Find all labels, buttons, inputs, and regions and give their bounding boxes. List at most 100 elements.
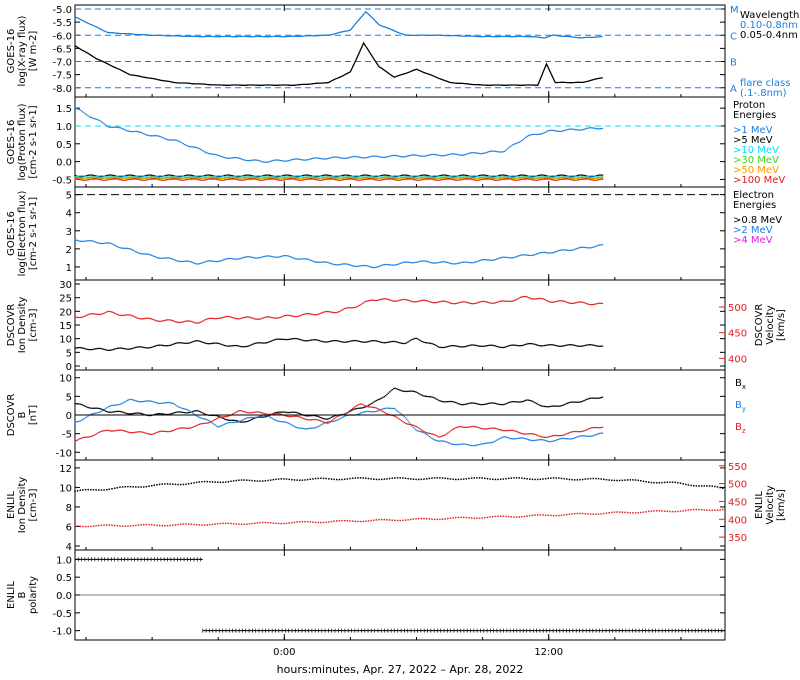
data-point — [566, 176, 568, 178]
data-point — [94, 407, 96, 409]
data-point — [387, 178, 389, 181]
data-point — [474, 179, 477, 181]
data-point — [542, 176, 544, 178]
data-point — [482, 428, 485, 430]
data-point — [100, 179, 103, 181]
data-point — [543, 436, 545, 438]
data-point — [332, 311, 334, 314]
data-point — [378, 177, 380, 179]
data-point — [473, 344, 475, 346]
data-point — [136, 346, 138, 348]
data-point — [223, 344, 226, 347]
data-point — [301, 175, 304, 178]
data-point — [469, 175, 471, 177]
data-point — [108, 405, 111, 407]
data-point — [176, 175, 178, 177]
data-point — [346, 178, 348, 181]
data-point — [251, 256, 253, 258]
data-point — [129, 314, 132, 316]
data-point — [119, 429, 121, 431]
data-point — [336, 175, 338, 177]
data-point — [244, 346, 247, 348]
data-point — [158, 179, 161, 181]
data-point — [82, 179, 84, 181]
data-point — [313, 175, 315, 177]
data-point — [447, 176, 449, 178]
data-point — [394, 340, 396, 343]
data-point — [168, 174, 170, 176]
data-point — [498, 179, 501, 181]
data-point — [576, 175, 579, 178]
data-point — [103, 430, 105, 432]
data-point — [273, 412, 276, 414]
data-point — [213, 342, 215, 344]
data-point — [354, 405, 356, 408]
data-point — [525, 177, 527, 180]
data-point — [86, 416, 88, 418]
data-point — [156, 431, 158, 434]
data-point — [74, 178, 76, 181]
data-point — [154, 345, 157, 347]
data-point — [564, 301, 567, 303]
data-point — [585, 178, 588, 180]
data-point — [539, 297, 542, 300]
data-point — [312, 260, 314, 262]
data-point — [511, 344, 514, 346]
data-point — [338, 310, 341, 313]
data-point — [128, 413, 130, 415]
data-point — [95, 176, 97, 178]
data-point — [131, 347, 133, 350]
data-point — [489, 150, 491, 153]
data-point — [403, 390, 405, 393]
data-point — [562, 437, 564, 440]
data-point — [353, 265, 355, 267]
data-point — [444, 174, 446, 176]
data-point — [188, 409, 190, 412]
data-point — [542, 251, 544, 254]
data-point — [74, 177, 76, 180]
data-point — [102, 348, 104, 350]
data-point — [275, 411, 277, 414]
data-point — [465, 178, 467, 181]
data-point — [172, 139, 174, 141]
data-point — [387, 176, 389, 178]
data-point — [133, 347, 136, 349]
y-tick-label: 1.0 — [56, 122, 72, 133]
data-point — [230, 316, 232, 318]
data-point — [221, 259, 223, 262]
data-point — [236, 177, 239, 179]
data-point — [357, 305, 359, 307]
data-point — [177, 140, 179, 142]
data-point — [346, 157, 348, 159]
data-point — [589, 344, 592, 346]
data-point — [451, 177, 453, 179]
data-point — [283, 315, 285, 317]
data-point — [391, 178, 393, 180]
data-point — [420, 340, 423, 342]
data-point — [259, 160, 261, 162]
data-point — [441, 261, 444, 263]
data-point — [313, 178, 315, 180]
y2-tick-label: 500 — [728, 303, 747, 314]
data-point — [497, 428, 499, 430]
data-point — [382, 298, 384, 300]
data-point — [337, 340, 339, 342]
data-point — [333, 175, 335, 177]
data-point — [102, 242, 104, 245]
data-point — [377, 266, 379, 268]
data-point — [139, 431, 141, 433]
data-point — [232, 157, 235, 159]
data-point — [392, 300, 395, 302]
data-point — [345, 176, 347, 178]
data-point — [526, 254, 528, 256]
data-point — [320, 420, 322, 422]
data-point — [555, 175, 557, 177]
data-point — [428, 435, 430, 438]
data-point — [433, 302, 436, 304]
data-point — [526, 433, 528, 435]
data-point — [201, 262, 203, 264]
data-point — [254, 411, 256, 413]
data-point — [410, 261, 412, 264]
data-point — [414, 179, 416, 181]
data-point — [268, 316, 270, 318]
